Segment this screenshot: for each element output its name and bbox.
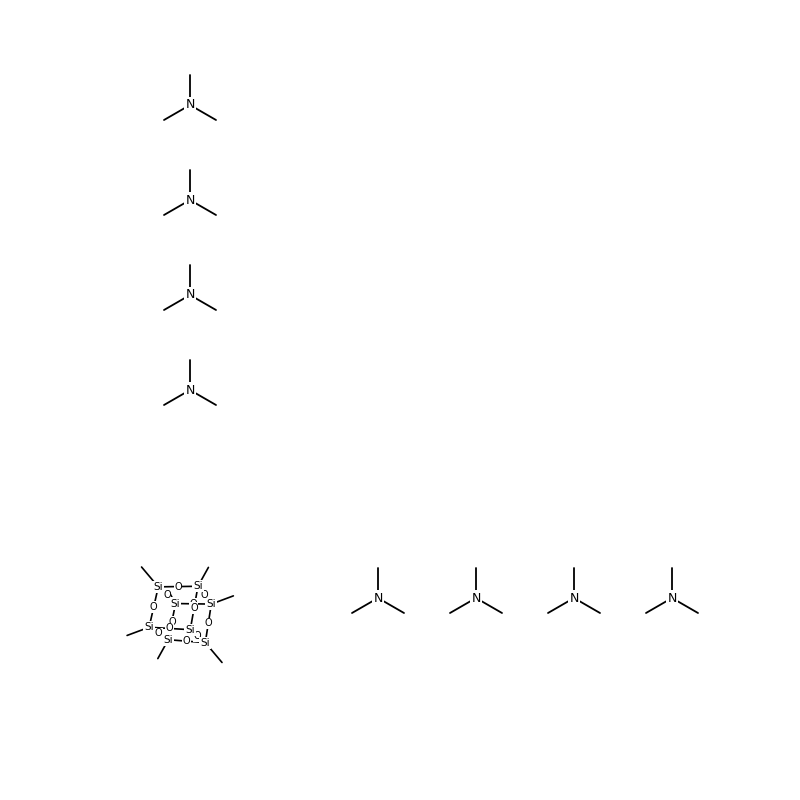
Text: Si: Si xyxy=(193,582,202,591)
Text: O: O xyxy=(168,617,176,626)
Text: O: O xyxy=(166,623,174,634)
Text: N: N xyxy=(186,194,194,206)
Text: O: O xyxy=(174,582,182,591)
Text: O: O xyxy=(194,631,202,641)
Text: N: N xyxy=(667,591,677,605)
Text: N: N xyxy=(186,383,194,397)
Text: N: N xyxy=(186,98,194,111)
Text: Si: Si xyxy=(201,638,210,648)
Text: Si: Si xyxy=(154,582,163,592)
Text: Si: Si xyxy=(163,634,173,645)
Text: O: O xyxy=(163,590,170,600)
Text: O: O xyxy=(205,618,212,628)
Text: O: O xyxy=(190,603,198,613)
Text: O: O xyxy=(190,599,198,609)
Text: Si: Si xyxy=(186,625,195,634)
Text: N: N xyxy=(570,591,578,605)
Text: Si: Si xyxy=(170,598,180,609)
Text: Si: Si xyxy=(206,599,216,609)
Text: O: O xyxy=(201,590,209,600)
Text: N: N xyxy=(471,591,481,605)
Text: N: N xyxy=(374,591,382,605)
Text: O: O xyxy=(150,602,158,612)
Text: Si: Si xyxy=(144,622,154,632)
Text: N: N xyxy=(186,289,194,302)
Text: O: O xyxy=(155,629,162,638)
Text: O: O xyxy=(183,636,190,646)
